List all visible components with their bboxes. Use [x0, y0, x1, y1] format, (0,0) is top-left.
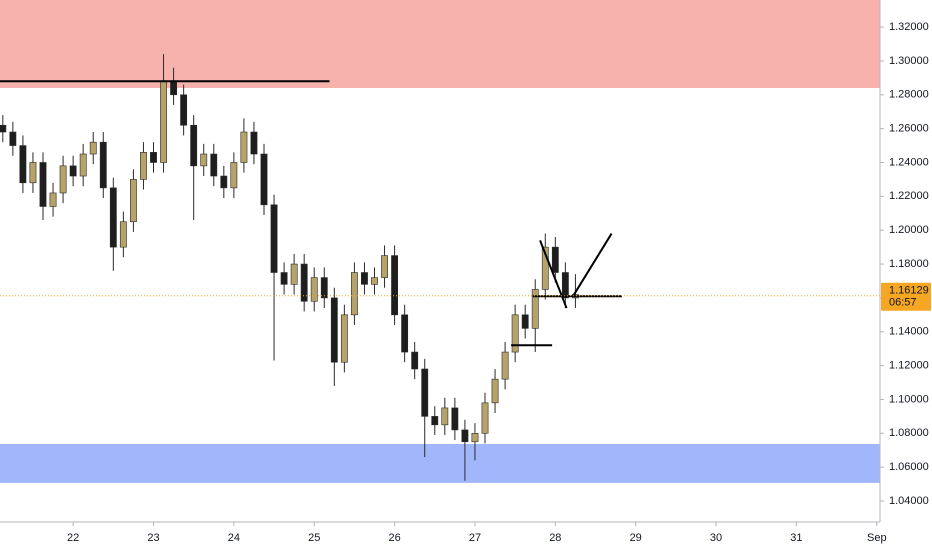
- x-tick-label: 31: [790, 532, 802, 544]
- candle-body: [59, 165, 67, 194]
- x-tick-label: 29: [630, 532, 642, 544]
- y-tick-label: 1.26000: [889, 123, 929, 135]
- y-tick-label: 1.30000: [889, 55, 929, 67]
- candle-body: [531, 289, 539, 329]
- candle-body: [109, 187, 117, 248]
- candle-body: [79, 153, 87, 177]
- candle-body: [140, 152, 147, 180]
- y-tick-label: 1.04000: [889, 495, 929, 507]
- candle-body: [551, 246, 559, 273]
- countdown-label: 06:57: [889, 297, 917, 309]
- candle-body: [69, 165, 77, 177]
- candle-body: [220, 175, 228, 189]
- y-tick-label: 1.18000: [889, 258, 929, 270]
- y-tick-label: 1.20000: [889, 224, 929, 236]
- candle-body: [260, 153, 268, 206]
- candle-body: [170, 80, 178, 96]
- candle-body: [240, 131, 248, 163]
- candle-body: [160, 80, 167, 163]
- candle-body: [119, 221, 127, 248]
- x-tick-label: 24: [228, 532, 240, 544]
- plot: [0, 54, 880, 481]
- candle-body: [180, 94, 188, 126]
- candle-body: [371, 277, 378, 285]
- candle-body: [511, 314, 519, 353]
- candle-body: [310, 277, 318, 302]
- zone: [0, 0, 880, 89]
- y-tick-label: 1.22000: [889, 190, 929, 202]
- x-tick-label: 23: [147, 532, 159, 544]
- x-tick-label: 25: [308, 532, 320, 544]
- candle-body: [210, 153, 218, 177]
- candle-body: [411, 351, 419, 370]
- candle-body: [290, 263, 298, 285]
- candle-body: [391, 255, 399, 316]
- candle-body: [280, 272, 288, 285]
- y-tick-label: 1.14000: [889, 326, 929, 338]
- candle-body: [471, 433, 479, 443]
- candle-body: [300, 263, 308, 302]
- candle-body: [451, 407, 459, 431]
- candle-body: [49, 192, 57, 207]
- candle-body: [129, 179, 137, 223]
- candle-body: [431, 416, 439, 426]
- y-tick-label: 1.28000: [889, 89, 929, 101]
- candle-body: [230, 162, 238, 189]
- drawing-line: [572, 233, 613, 297]
- candle-body: [491, 378, 499, 404]
- candle-body: [340, 314, 348, 363]
- candle-body: [0, 124, 7, 133]
- candle-body: [461, 429, 469, 443]
- x-tick-label: 30: [710, 532, 722, 544]
- y-tick-label: 1.06000: [889, 461, 929, 473]
- candle-body: [89, 141, 97, 155]
- x-tick-label: 27: [469, 532, 481, 544]
- candle-body: [330, 297, 338, 363]
- y-tick-label: 1.08000: [889, 427, 929, 439]
- candle-body: [521, 314, 529, 329]
- x-tick-label: 28: [549, 532, 561, 544]
- candle-body: [190, 124, 198, 167]
- candle-body: [320, 277, 328, 299]
- candle-body: [501, 351, 509, 380]
- y-tick-label: 1.32000: [889, 21, 929, 33]
- x-tick-label: Sep: [867, 532, 887, 544]
- x-tick-label: 22: [67, 532, 79, 544]
- candle-body: [561, 272, 569, 299]
- candle-body: [401, 314, 409, 353]
- candle-body: [270, 204, 278, 273]
- candle-body: [29, 162, 37, 184]
- price-label: 1.16129: [889, 285, 929, 297]
- candle-body: [350, 272, 358, 316]
- drawing-line: [539, 239, 568, 309]
- candle-body: [39, 162, 47, 207]
- zone: [0, 443, 880, 483]
- candle-body: [9, 131, 17, 146]
- candle-body: [200, 153, 208, 167]
- candle-body: [99, 141, 107, 189]
- price-badge: [881, 282, 931, 311]
- candle-body: [481, 402, 489, 434]
- candle-body: [441, 407, 449, 426]
- y-tick-label: 1.24000: [889, 156, 929, 168]
- candle-body: [421, 368, 429, 417]
- y-tick-label: 1.10000: [889, 393, 929, 405]
- candle-body: [361, 272, 368, 285]
- zones: [0, 0, 880, 483]
- candle-body: [541, 246, 549, 290]
- candle-body: [150, 152, 157, 163]
- y-tick-label: 1.12000: [889, 360, 929, 372]
- candle-body: [19, 145, 27, 184]
- x-tick-label: 26: [388, 532, 400, 544]
- candle-body: [381, 255, 388, 278]
- candle-body: [250, 131, 258, 155]
